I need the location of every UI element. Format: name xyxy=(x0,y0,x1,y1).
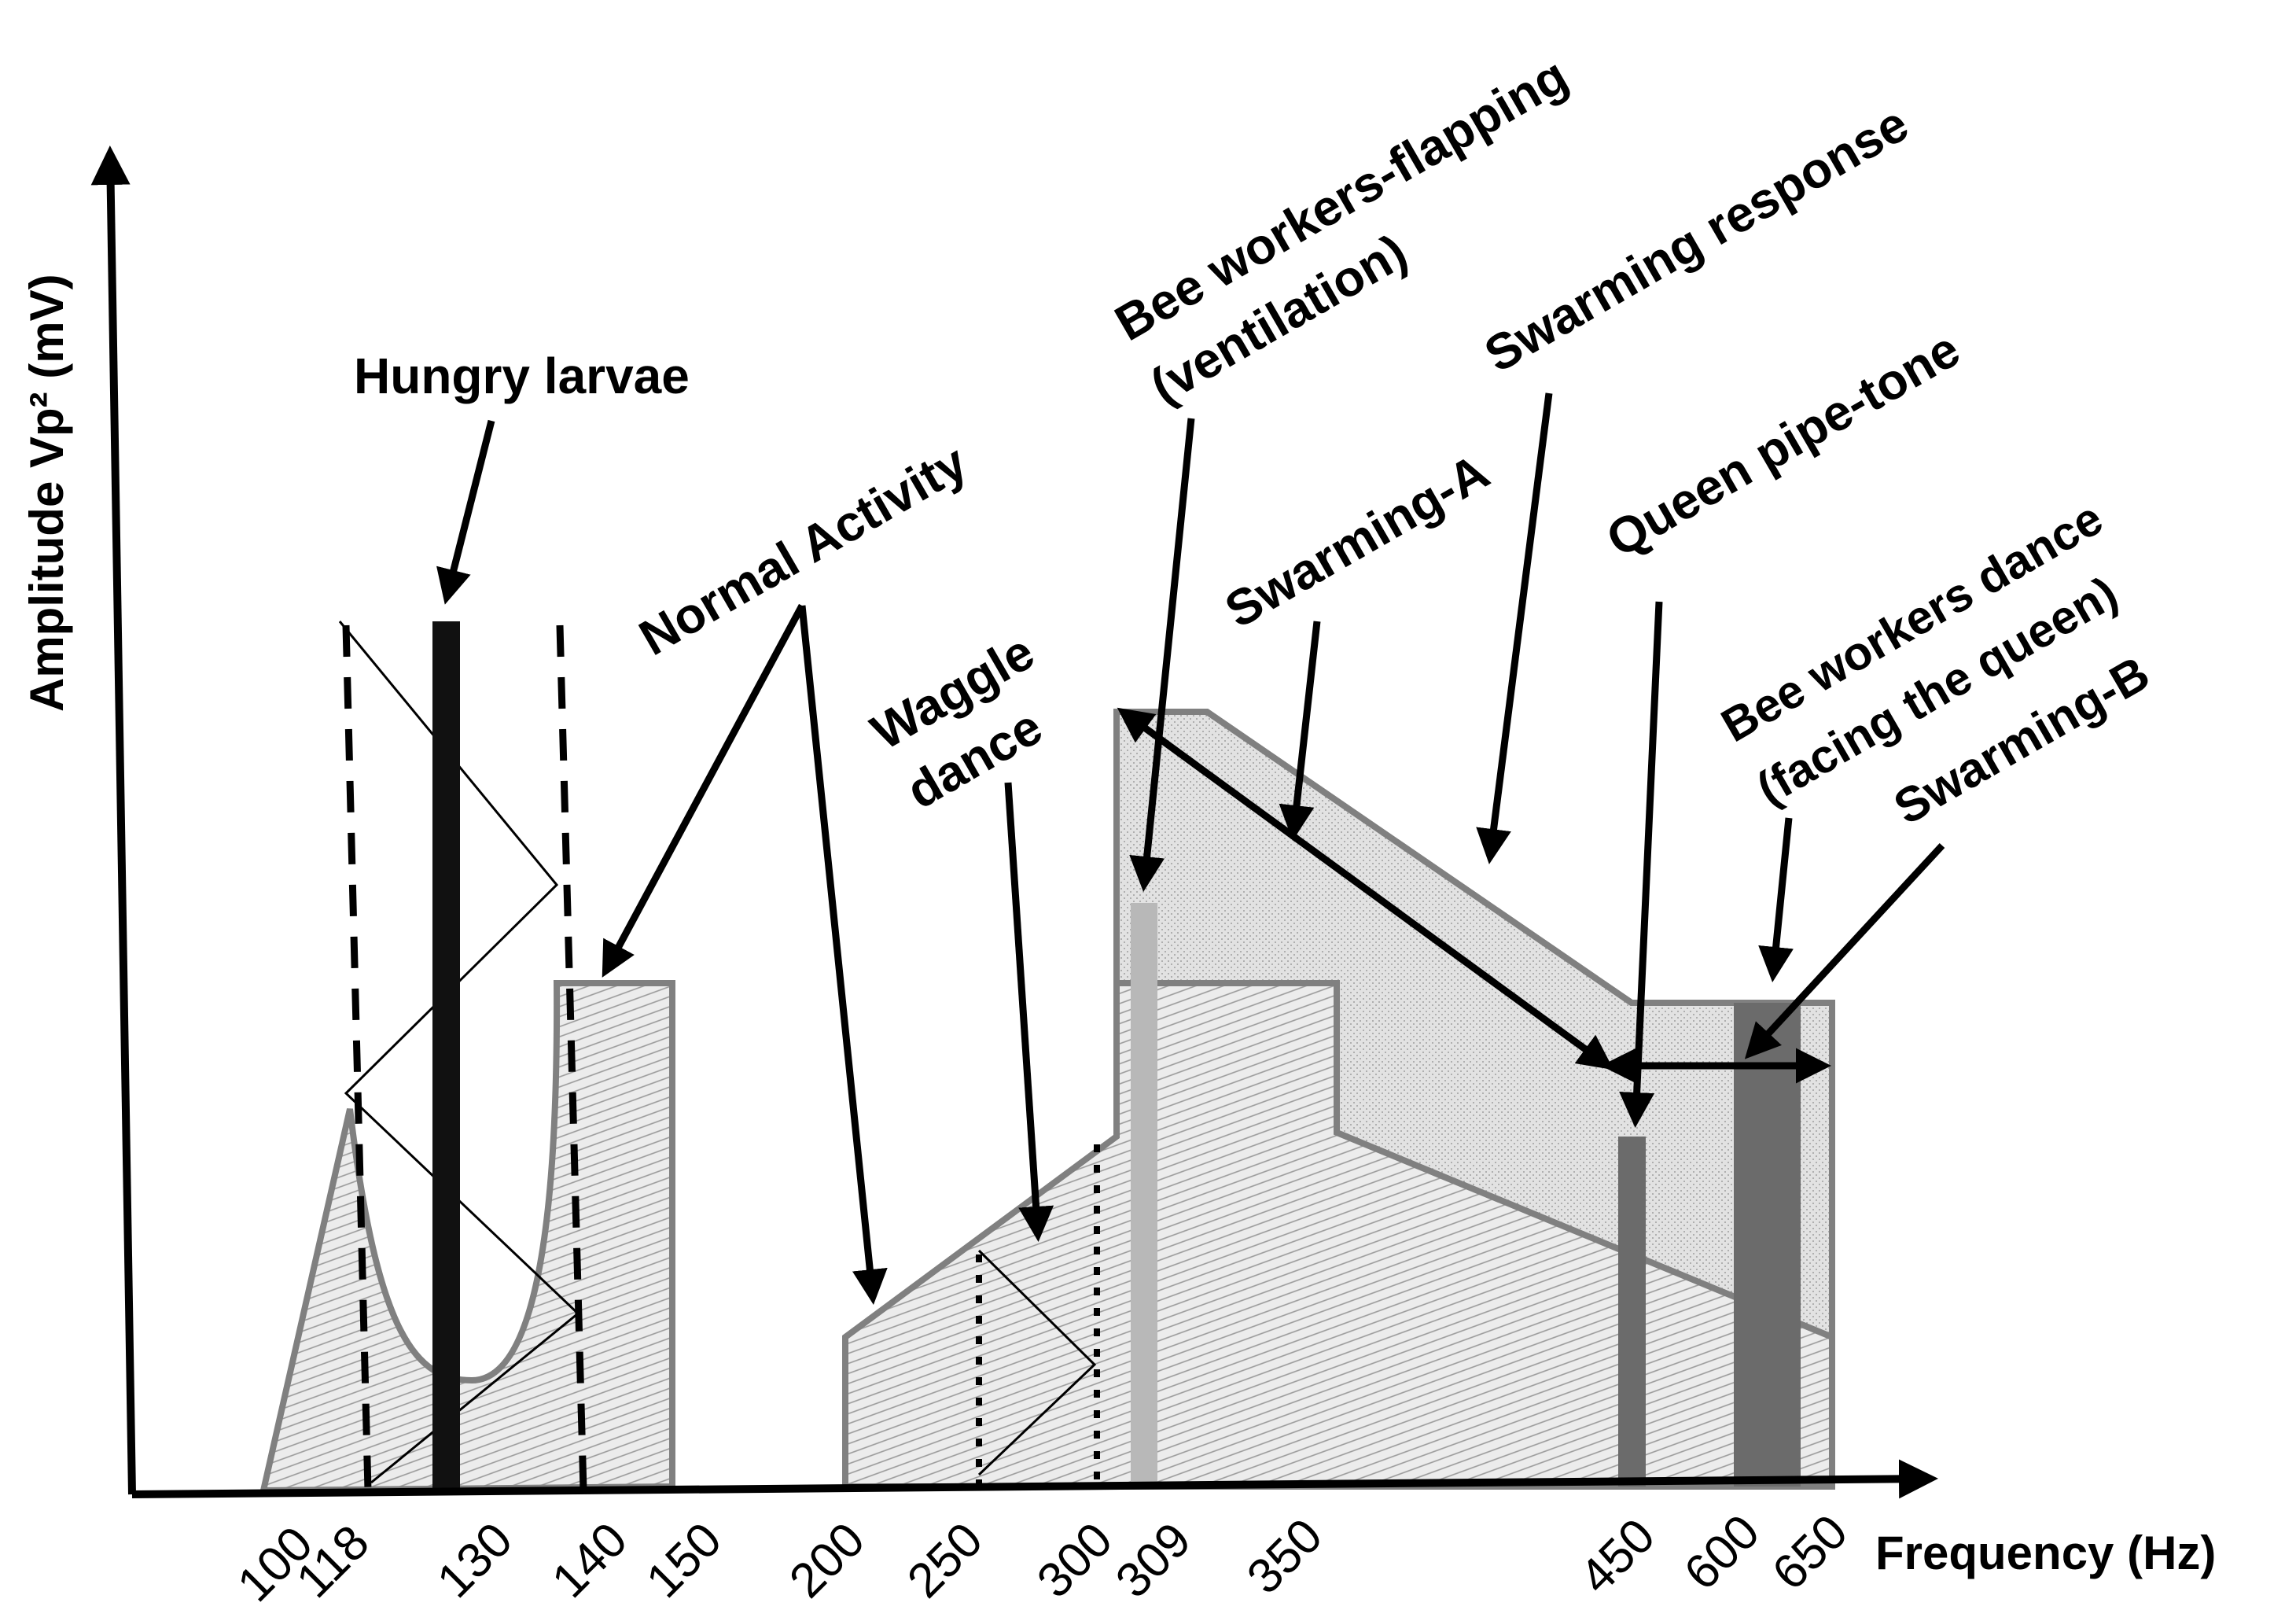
zigzag-waggle xyxy=(977,1249,1097,1476)
tick-150: 150 xyxy=(636,1512,732,1608)
tick-140: 140 xyxy=(542,1512,638,1608)
arrow-normal-activity-2 xyxy=(798,605,888,1305)
x-axis-title: Frequency (Hz) xyxy=(1875,1527,2216,1579)
tick-309: 309 xyxy=(1106,1512,1201,1608)
tick-300: 300 xyxy=(1027,1512,1123,1608)
arrow-bee-workers-dance xyxy=(1758,817,1794,982)
tick-250: 250 xyxy=(897,1512,993,1608)
tick-600: 600 xyxy=(1674,1505,1770,1601)
arrow-swarming-response xyxy=(1476,392,1553,864)
arrow-swarming-a-diagonal xyxy=(1117,707,1614,1070)
normal-activity-region xyxy=(259,980,675,1494)
label-hungry-larvae: Hungry larvae xyxy=(354,348,690,404)
label-swarming-response: Swarming response xyxy=(1475,95,1918,383)
queen-pipe-bar xyxy=(1618,1137,1646,1487)
tick-200: 200 xyxy=(779,1512,875,1608)
hungry-larvae-bar xyxy=(432,621,460,1490)
label-swarming-a: Swarming-A xyxy=(1216,443,1498,639)
arrow-hungry-larvae xyxy=(436,419,495,605)
dashed-guide-140 xyxy=(556,624,587,1491)
dashed-guide-118 xyxy=(342,624,372,1491)
tick-350: 350 xyxy=(1237,1509,1333,1604)
bee-workers-dance-bar xyxy=(1734,1003,1801,1487)
tick-118: 118 xyxy=(286,1515,380,1608)
label-queen-pipe: Queen pipe-tone xyxy=(1597,320,1969,568)
arrow-queen-pipe xyxy=(1619,601,1663,1128)
tick-450: 450 xyxy=(1569,1509,1665,1604)
tick-650: 650 xyxy=(1762,1505,1858,1601)
arrow-waggle-dance xyxy=(1004,782,1054,1242)
x-axis xyxy=(131,1459,1938,1499)
y-axis-title: Amplitude Vp² (mV) xyxy=(20,274,73,712)
flapping-bar xyxy=(1131,903,1157,1487)
zigzag-larvae xyxy=(338,621,580,1484)
y-axis xyxy=(90,146,136,1495)
arrow-normal-activity-1 xyxy=(602,603,805,978)
arrow-swarming-b xyxy=(1744,842,1945,1059)
tick-130: 130 xyxy=(427,1512,523,1608)
x-tick-labels: 100 118 130 140 150 200 250 300 309 350 … xyxy=(227,1505,1858,1610)
